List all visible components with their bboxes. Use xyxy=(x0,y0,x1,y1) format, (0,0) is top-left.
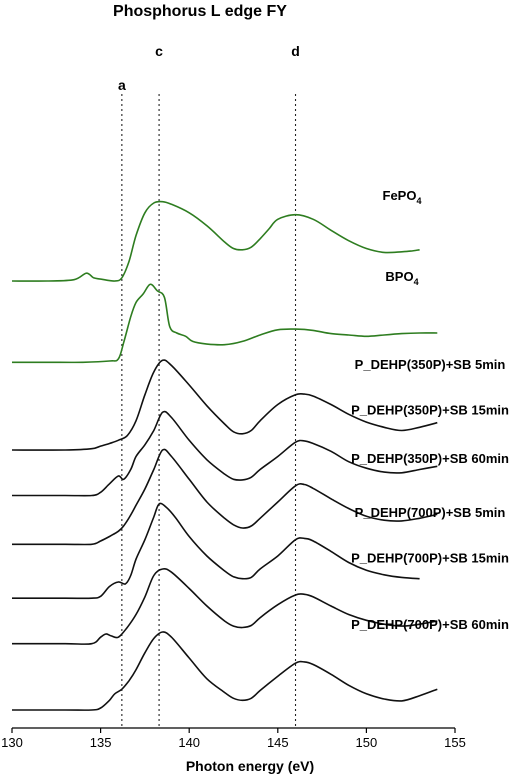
x-tick-label: 150 xyxy=(356,735,378,750)
x-tick-label: 135 xyxy=(90,735,112,750)
chart-title: Phosphorus L edge FY xyxy=(113,3,287,20)
series-label-3: P_DEHP(350P)+SB 15min xyxy=(351,402,509,417)
series-line-5 xyxy=(12,502,420,600)
series-line-1 xyxy=(12,283,438,364)
x-axis: 130 135 140 145 150 155 xyxy=(1,727,466,750)
marker-label-c: c xyxy=(155,43,163,59)
series-label-5: P_DEHP(700P)+SB 5min xyxy=(355,505,506,520)
series-label-2: P_DEHP(350P)+SB 5min xyxy=(355,357,506,372)
x-axis-label: Photon energy (eV) xyxy=(186,758,314,774)
series-line-4 xyxy=(12,448,438,546)
marker-label-d: d xyxy=(291,43,300,59)
series-line-6 xyxy=(12,567,438,645)
series-line-3 xyxy=(11,410,438,497)
x-tick-label: 130 xyxy=(1,735,23,750)
series-label-main: FePO xyxy=(383,188,417,203)
series-label-main: BPO xyxy=(385,269,413,284)
series-label-sub: 4 xyxy=(414,277,419,287)
marker-label-a: a xyxy=(118,77,126,93)
series-label-1: BPO4 xyxy=(385,269,418,287)
x-tick-label: 155 xyxy=(444,735,466,750)
series-line-7 xyxy=(12,631,438,711)
series-label-7: P_DEHP(700P)+SB 60min xyxy=(351,617,509,632)
series-line-2 xyxy=(11,359,438,451)
series-line-0 xyxy=(11,200,420,282)
series-label-6: P_DEHP(700P)+SB 15min xyxy=(351,550,509,565)
series-label-0: FePO4 xyxy=(383,188,422,206)
series-label-4: P_DEHP(350P)+SB 60min xyxy=(351,451,509,466)
marker-lines: a c d xyxy=(118,43,300,728)
series-label-sub: 4 xyxy=(416,196,421,206)
x-tick-label: 140 xyxy=(178,735,200,750)
x-tick-label: 145 xyxy=(267,735,289,750)
